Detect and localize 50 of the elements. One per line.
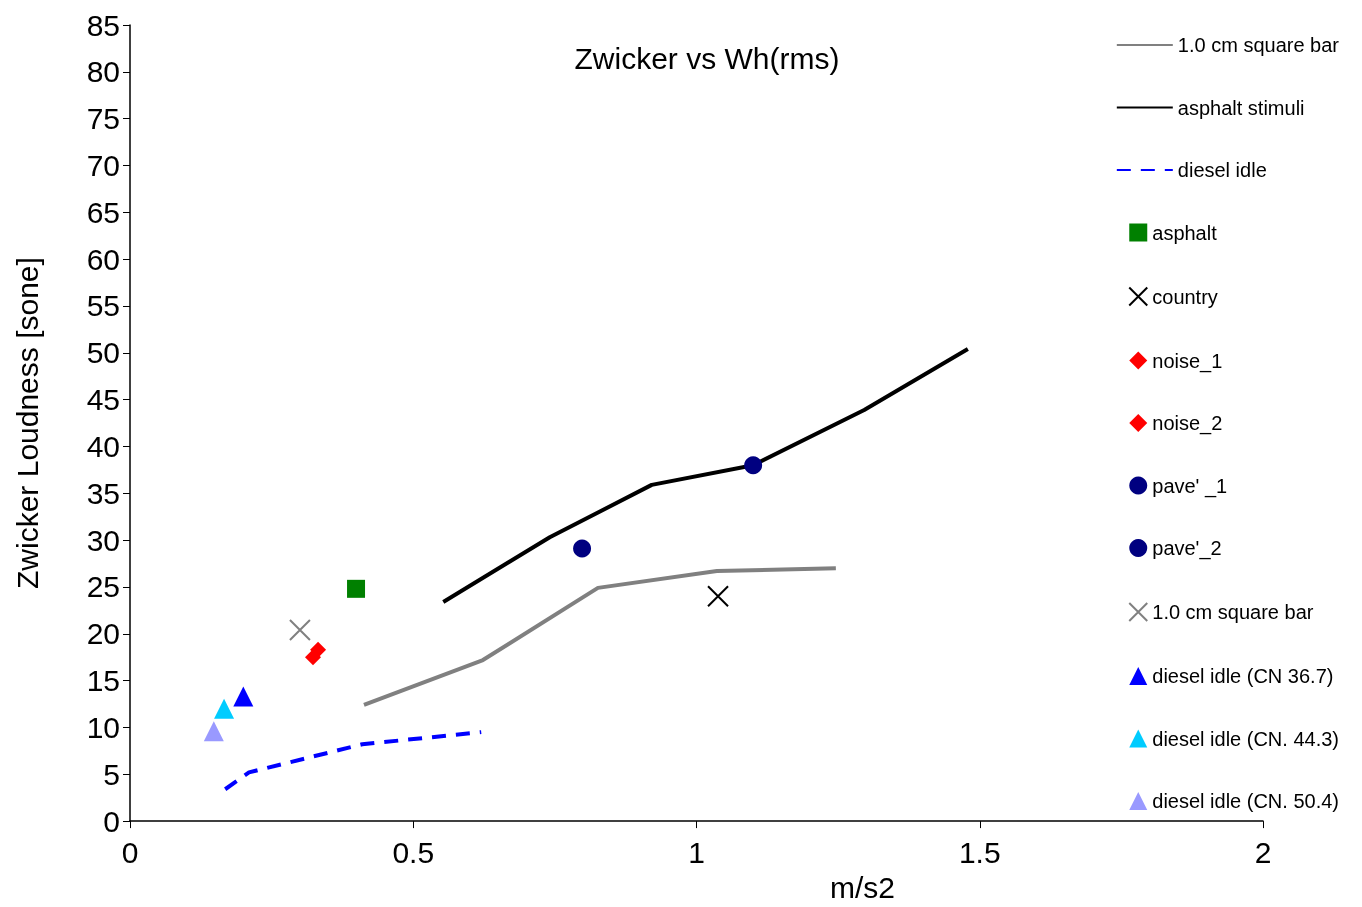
legend-label: diesel idle (CN 36.7) (1152, 665, 1334, 687)
line-series (223, 730, 484, 792)
y-tick-label: 20 (86, 617, 120, 651)
point (203, 721, 224, 742)
x-tick-label: 2 (1254, 835, 1272, 869)
y-tick-label: 85 (86, 8, 120, 42)
y-tick-label: 5 (103, 757, 120, 791)
x-axis-title: m/s2 (829, 870, 896, 904)
point (233, 686, 254, 707)
x-tick-label: 1.5 (958, 835, 1001, 869)
legend-label: noise_2 (1152, 412, 1223, 435)
legend-label: diesel idle (CN. 44.3) (1152, 727, 1339, 750)
y-tick-label: 75 (86, 102, 120, 136)
legend-label: 1.0 cm square bar (1152, 601, 1314, 623)
point (573, 539, 592, 558)
y-tick-label: 65 (86, 195, 120, 229)
y-tick-label: 60 (86, 242, 120, 276)
y-tick-label: 80 (86, 55, 120, 89)
y-tick-label: 50 (86, 336, 120, 370)
line-series (441, 347, 970, 604)
text: Zwicker vs Wh(rms) (574, 41, 840, 75)
x-tick-label: 1 (688, 835, 705, 869)
legend-label: asphalt stimuli (1177, 96, 1305, 119)
legend-label: diesel idle (1177, 159, 1267, 181)
y-tick-label: 70 (86, 148, 120, 182)
y-tick-label: 15 (86, 664, 120, 698)
y-tick-label: 0 (103, 804, 120, 838)
y-tick-label: 45 (86, 383, 120, 417)
y-tick-label: 40 (86, 429, 120, 463)
legend-label: asphalt (1152, 221, 1218, 244)
line-series (361, 566, 838, 707)
legend-label: pave' _1 (1152, 474, 1228, 498)
y-tick-label: 10 (86, 710, 120, 744)
point (347, 579, 366, 598)
x-tick-label: 0.5 (392, 835, 435, 869)
legend-label: diesel idle (CN. 50.4) (1152, 790, 1339, 812)
y-tick-label: 55 (86, 289, 120, 323)
y-tick-label: 25 (86, 570, 120, 604)
legend-label: country (1152, 285, 1218, 308)
point (214, 698, 235, 719)
legend-label: pave'_2 (1152, 537, 1222, 560)
point (288, 619, 311, 642)
y-axis-title: Zwicker Loudness [sone] (10, 257, 44, 589)
point (304, 649, 321, 666)
point (744, 456, 763, 475)
y-tick-label: 30 (86, 523, 120, 557)
legend-label: noise_1 (1152, 349, 1223, 373)
legend-label: 1.0 cm square bar (1177, 34, 1340, 56)
y-tick-label: 35 (86, 476, 120, 510)
point (707, 585, 730, 608)
